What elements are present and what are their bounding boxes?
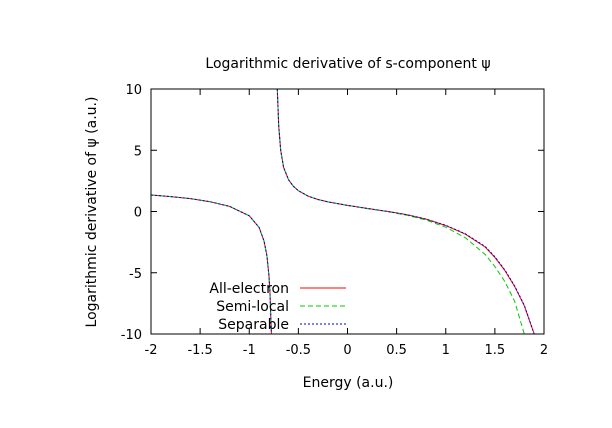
ticks-layer: -2 -1.5 -1 -0.5 0 0.5 1 1.5 2 -10 -5 0 5 10 [121,83,548,358]
y-tick-label: 0 [134,206,142,221]
y-tick-label: -10 [121,328,142,343]
series-line-separable [150,194,272,335]
series-line-semi-local [276,88,525,335]
plot-frame [150,88,545,335]
series-line-all-electron [276,88,535,335]
chart-title: Logarithmic derivative of s-component ψ [205,56,490,72]
y-tick-label: 10 [125,83,142,98]
plot-area [150,88,535,335]
x-tick-label: 2 [540,343,548,358]
x-tick-label: -1.5 [187,343,212,358]
y-tick-label: -5 [129,267,142,282]
x-tick-label: 0.5 [386,343,407,358]
x-tick-label: 0 [343,343,351,358]
x-tick-label: -0.5 [286,343,311,358]
y-axis-label: Logarithmic derivative of ψ (a.u.) [84,97,100,328]
x-tick-label: 1.5 [485,343,506,358]
x-axis-label: Energy (a.u.) [303,375,394,391]
legend-label: All-electron [209,281,289,297]
legend-label: Separable [218,317,289,333]
legend-label: Semi-local [216,299,289,315]
y-tick-label: 5 [134,144,142,159]
series-line-separable [276,88,535,335]
x-tick-label: -1 [243,343,256,358]
x-tick-label: -2 [145,343,158,358]
legend: All-electron Semi-local Separable [209,281,346,333]
x-tick-label: 1 [442,343,450,358]
